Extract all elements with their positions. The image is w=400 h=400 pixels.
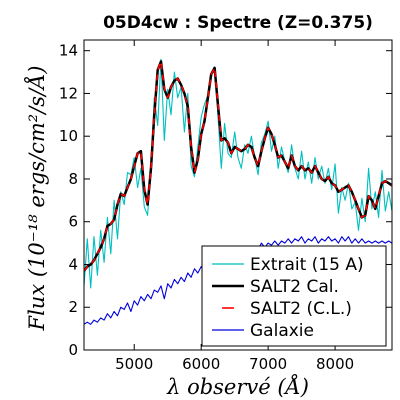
y-axis-label: Flux (10⁻¹⁸ ergs/cm²/s/Å) <box>24 66 49 332</box>
x-tick-label: 8000 <box>316 355 354 373</box>
x-tick-label: 6000 <box>182 355 220 373</box>
y-tick-label: 8 <box>68 170 78 188</box>
legend-label-3: Galaxie <box>250 321 314 341</box>
y-axis: 0 2 4 6 8 10 12 14 <box>59 42 392 359</box>
series-line-2 <box>84 60 392 272</box>
chart-title: 05D4cw : Spectre (Z=0.375) <box>103 13 373 33</box>
y-tick-label: 2 <box>68 298 78 316</box>
legend-label-1: SALT2 Cal. <box>250 277 339 297</box>
x-tick-label: 7000 <box>249 355 287 373</box>
y-tick-label: 0 <box>68 341 78 359</box>
legend-label-2: SALT2 (C.L.) <box>250 299 352 319</box>
y-tick-label: 6 <box>68 213 78 231</box>
y-tick-label: 10 <box>59 127 78 145</box>
x-tick-label: 5000 <box>115 355 153 373</box>
plot-frame <box>83 39 393 351</box>
y-tick-label: 4 <box>68 255 78 273</box>
legend: Extrait (15 A)SALT2 Cal.SALT2 (C.L.)Gala… <box>201 245 387 347</box>
series-line-0 <box>84 58 392 289</box>
x-axis: 5000 6000 7000 8000 <box>115 40 354 373</box>
legend-frame <box>201 245 387 347</box>
x-axis-label: λ observé (Å) <box>166 374 309 399</box>
y-tick-label: 12 <box>59 84 78 102</box>
legend-label-0: Extrait (15 A) <box>250 255 364 275</box>
y-tick-label: 14 <box>59 42 78 60</box>
